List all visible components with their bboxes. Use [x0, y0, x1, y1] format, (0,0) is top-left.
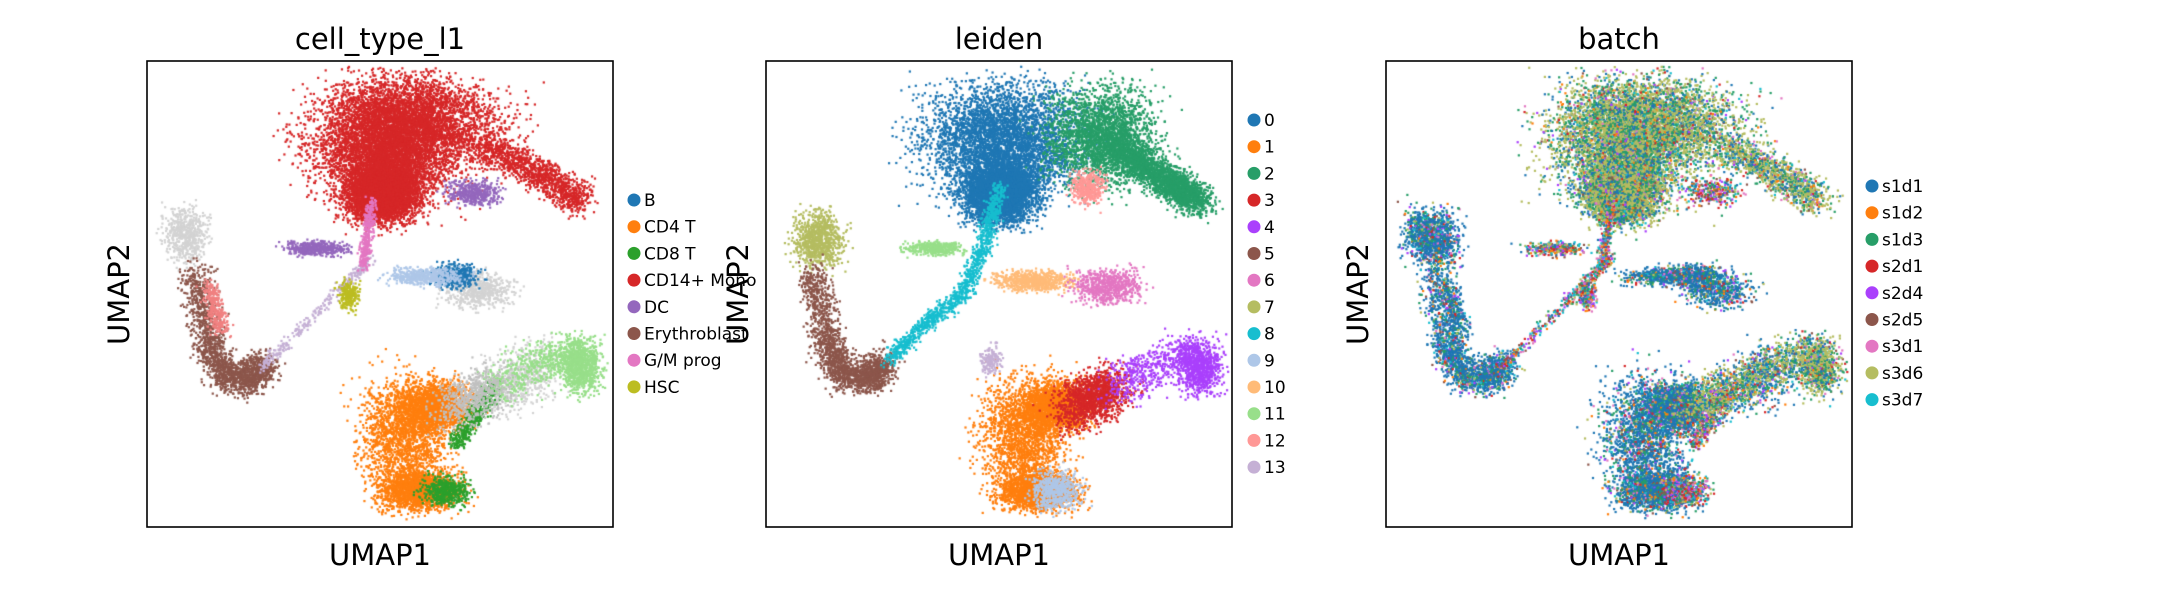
- legend-label-2-5: 5: [1264, 245, 1275, 265]
- legend-marker-2-0: [1247, 113, 1261, 127]
- legend-marker-3-7: [1865, 366, 1879, 380]
- scatter-points-3: [1386, 61, 1852, 527]
- legend-marker-3-2: [1865, 232, 1879, 246]
- legend-label-3-8: s3d7: [1882, 391, 1923, 411]
- legend-label-3-1: s1d2: [1882, 204, 1923, 224]
- legend-label-1-4: DC: [644, 298, 669, 318]
- legend-marker-1-1: [627, 220, 641, 234]
- legend-marker-2-7: [1247, 300, 1261, 314]
- legend-label-2-9: 9: [1264, 351, 1275, 371]
- legend-marker-2-4: [1247, 220, 1261, 234]
- panel-title-2: leiden: [955, 22, 1044, 56]
- legend-marker-3-4: [1865, 286, 1879, 300]
- legend-label-3-3: s2d1: [1882, 257, 1923, 277]
- legend-label-2-0: 0: [1264, 111, 1275, 131]
- legend-label-1-6: G/M prog: [644, 351, 722, 371]
- x-axis-label-2: UMAP1: [948, 538, 1050, 572]
- legend-marker-1-5: [627, 327, 641, 340]
- scatter-points-1: [147, 61, 613, 527]
- legend-marker-1-2: [627, 246, 641, 260]
- panel-title-3: batch: [1578, 22, 1660, 56]
- legend-label-1-1: CD4 T: [644, 218, 696, 238]
- y-axis-label-1: UMAP2: [102, 243, 136, 345]
- legend-label-2-13: 13: [1264, 458, 1286, 478]
- legend-label-2-4: 4: [1264, 218, 1275, 238]
- legend-label-1-7: HSC: [644, 378, 679, 398]
- legend-marker-2-11: [1247, 407, 1261, 421]
- y-axis-label-2: UMAP2: [721, 243, 755, 345]
- legend-marker-1-4: [627, 300, 641, 314]
- legend-marker-2-5: [1247, 247, 1261, 260]
- legend-marker-3-0: [1865, 179, 1879, 193]
- legend-marker-3-6: [1865, 339, 1879, 353]
- legend-label-2-10: 10: [1264, 378, 1286, 398]
- y-axis-label-3: UMAP2: [1341, 243, 1375, 345]
- axes-frame-1: [146, 60, 614, 528]
- legend-marker-3-5: [1865, 313, 1879, 326]
- legend-marker-2-3: [1247, 193, 1261, 207]
- axes-frame-2: [765, 60, 1233, 528]
- legend-marker-2-10: [1247, 380, 1261, 394]
- legend-label-3-5: s2d5: [1882, 311, 1923, 331]
- legend-marker-2-13: [1247, 460, 1261, 474]
- legend-label-1-3: CD14+ Mono: [644, 271, 756, 291]
- x-axis-label-1: UMAP1: [329, 538, 431, 572]
- legend-label-2-12: 12: [1264, 431, 1286, 451]
- legend-marker-2-8: [1247, 327, 1261, 341]
- legend-label-2-8: 8: [1264, 325, 1275, 345]
- legend-label-1-2: CD8 T: [644, 244, 696, 264]
- legend-label-2-11: 11: [1264, 405, 1286, 425]
- legend-marker-3-1: [1865, 206, 1879, 220]
- legend-1: B CD4 T CD8 T CD14+ Mono DC Erythroblast G/M p…: [627, 191, 756, 398]
- legend-label-1-0: B: [644, 191, 656, 211]
- x-axis-label-3: UMAP1: [1568, 538, 1670, 572]
- legend-3: s1d1 s1d2 s1d3 s2d1 s2d4 s2d5 s3d1 s3d6 s3d7: [1865, 177, 1923, 411]
- axes-frame-3: [1385, 60, 1853, 528]
- legend-marker-2-9: [1247, 353, 1261, 367]
- legend-label-2-7: 7: [1264, 298, 1275, 318]
- panel-title-1: cell_type_l1: [295, 22, 465, 56]
- legend-label-1-5: Erythroblast: [644, 325, 748, 345]
- legend-marker-1-6: [627, 353, 641, 367]
- legend-label-2-1: 1: [1264, 138, 1275, 158]
- legend-marker-1-0: [627, 193, 641, 207]
- legend-label-2-2: 2: [1264, 164, 1275, 184]
- legend-label-3-0: s1d1: [1882, 177, 1923, 197]
- legend-label-3-7: s3d6: [1882, 364, 1923, 384]
- legend-marker-2-1: [1247, 140, 1261, 154]
- legend-marker-1-7: [627, 380, 641, 394]
- legend-marker-2-12: [1247, 433, 1261, 447]
- legend-marker-3-8: [1865, 393, 1879, 407]
- legend-label-2-3: 3: [1264, 191, 1275, 211]
- legend-marker-2-6: [1247, 273, 1261, 287]
- legend-label-3-6: s3d1: [1882, 337, 1923, 357]
- legend-label-3-4: s2d4: [1882, 284, 1923, 304]
- scatter-points-2: [766, 61, 1232, 527]
- legend-label-3-2: s1d3: [1882, 230, 1923, 250]
- legend-label-2-6: 6: [1264, 271, 1275, 291]
- legend-marker-2-2: [1247, 166, 1261, 180]
- legend-marker-1-3: [627, 273, 641, 287]
- legend-marker-3-3: [1865, 259, 1879, 273]
